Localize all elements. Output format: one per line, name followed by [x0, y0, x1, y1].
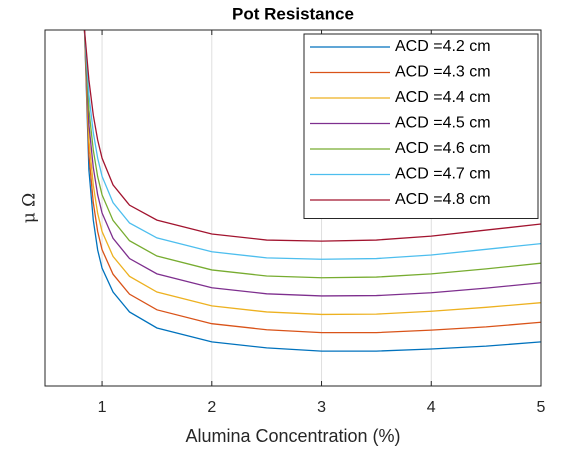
series-line	[83, 30, 541, 334]
y-axis-label: μ Ω	[20, 193, 40, 224]
plot-frame	[44, 29, 542, 387]
legend-label: ACD =4.3 cm	[395, 64, 491, 81]
series-line	[83, 30, 541, 279]
series-line	[83, 30, 541, 242]
series-line	[83, 30, 541, 352]
x-tick-label: 4	[427, 399, 436, 416]
series-line	[83, 30, 541, 316]
chart-title: Pot Resistance	[232, 4, 354, 23]
series-line	[83, 30, 541, 260]
legend-label: ACD =4.5 cm	[395, 115, 491, 132]
legend-label: ACD =4.6 cm	[395, 140, 491, 157]
x-tick-label: 2	[207, 399, 216, 416]
legend-label: ACD =4.8 cm	[395, 191, 491, 208]
x-tick-label: 1	[98, 399, 107, 416]
legend-label: ACD =4.2 cm	[395, 38, 491, 55]
series-line	[83, 30, 541, 297]
legend-box	[303, 33, 539, 219]
plot-lines	[83, 30, 541, 352]
legend-label: ACD =4.4 cm	[395, 89, 491, 106]
x-tick-label: 3	[317, 399, 326, 416]
legend-label: ACD =4.7 cm	[395, 166, 491, 183]
x-axis-label: Alumina Concentration (%)	[185, 426, 400, 446]
x-tick-label: 5	[537, 399, 546, 416]
